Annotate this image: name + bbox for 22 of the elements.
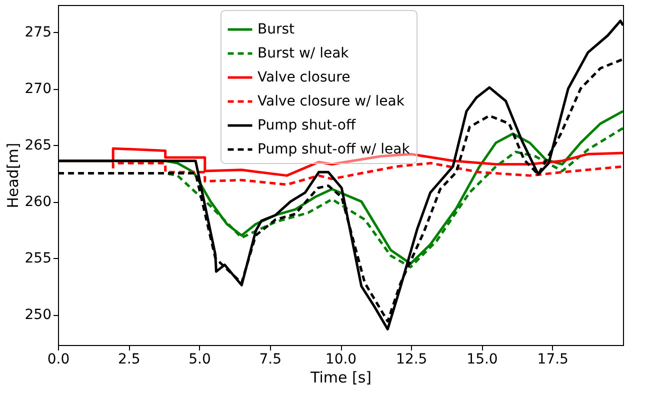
legend-label: Valve closure w/ leak bbox=[258, 94, 406, 110]
legend-label: Pump shut-off w/ leak bbox=[258, 142, 411, 158]
x-tick-label: 0.0 bbox=[47, 352, 70, 368]
y-tick-label: 270 bbox=[24, 81, 52, 98]
y-tick-label: 265 bbox=[24, 138, 52, 154]
legend-label: Burst bbox=[258, 22, 296, 38]
x-tick-label: 10.0 bbox=[325, 352, 357, 368]
x-tick-label: 2.5 bbox=[118, 352, 140, 368]
x-tick-label: 7.5 bbox=[259, 352, 282, 368]
y-tick-label: 260 bbox=[24, 194, 52, 210]
y-tick-label: 250 bbox=[24, 307, 52, 323]
x-tick-label: 12.5 bbox=[396, 352, 428, 368]
x-tick-label: 15.0 bbox=[466, 352, 498, 368]
legend-label: Burst w/ leak bbox=[258, 46, 350, 62]
x-tick-label: 17.5 bbox=[537, 352, 568, 368]
legend-label: Valve closure bbox=[258, 70, 350, 86]
y-axis-title: Head[m] bbox=[4, 142, 22, 208]
legend-label: Pump shut-off bbox=[258, 118, 356, 134]
x-axis-title: Time [s] bbox=[310, 368, 372, 386]
x-tick-label: 5.0 bbox=[188, 352, 211, 368]
y-tick-label: 275 bbox=[24, 24, 52, 41]
y-tick-label: 255 bbox=[24, 250, 52, 267]
